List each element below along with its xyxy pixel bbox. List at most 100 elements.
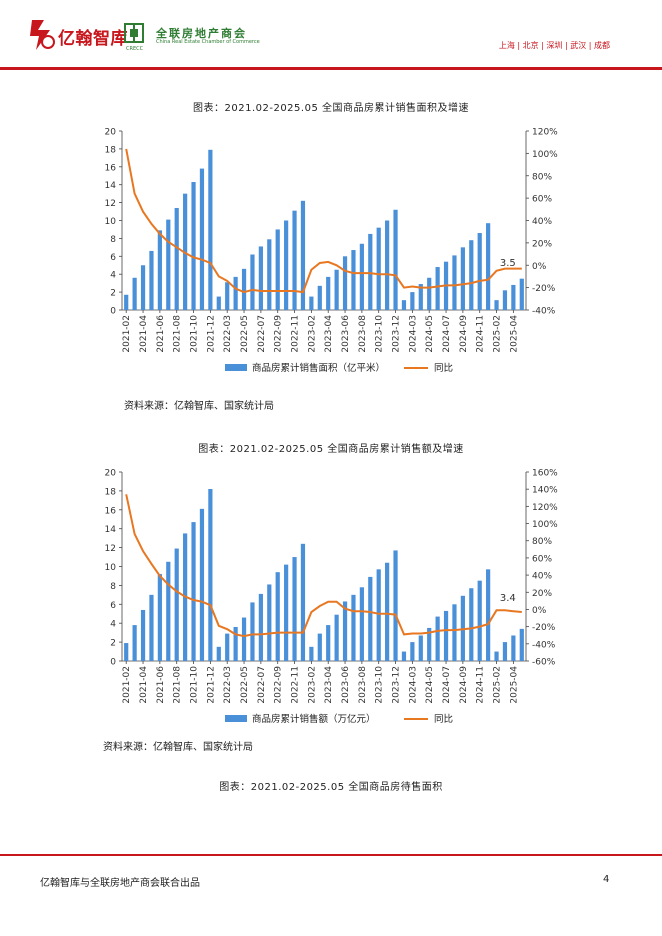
bar-2021-12 xyxy=(208,489,213,661)
x-tick-label: 2023-10 xyxy=(375,315,385,353)
bar-2022-03 xyxy=(225,633,230,661)
x-tick-label: 2023-08 xyxy=(358,666,368,704)
y-tick-label-right: -20% xyxy=(532,623,556,633)
bar-2025-04 xyxy=(511,635,516,661)
bar-2022-04 xyxy=(233,626,238,661)
x-tick-label: 2023-06 xyxy=(341,666,351,704)
bar-2024-05 xyxy=(427,627,432,661)
bar-2023-03 xyxy=(317,285,322,310)
bar-2024-06 xyxy=(435,267,440,310)
y-tick-label-left: 4 xyxy=(110,271,116,281)
y-tick-label-right: -40% xyxy=(532,640,556,650)
bar-2025-03 xyxy=(502,290,508,310)
x-tick-label: 2023-04 xyxy=(324,315,334,353)
bar-2021-08 xyxy=(174,548,179,661)
y-tick-label-left: 8 xyxy=(110,235,116,245)
bar-2023-11 xyxy=(385,562,390,661)
x-tick-label: 2022-09 xyxy=(274,315,284,353)
data-label-last: 3.5 xyxy=(500,258,516,269)
bar-2023-10 xyxy=(376,569,381,661)
y-tick-label-left: 18 xyxy=(105,487,117,497)
bar-2022-02 xyxy=(216,646,221,661)
x-tick-label: 2024-11 xyxy=(476,666,486,704)
bar-2021-07 xyxy=(166,219,171,310)
bar-2024-07 xyxy=(443,261,449,310)
y-tick-label-left: 16 xyxy=(105,506,117,516)
bar-2022-06 xyxy=(250,254,255,310)
legend-line-label: 同比 xyxy=(434,713,453,725)
y-tick-label-left: 2 xyxy=(110,289,116,299)
bar-2024-02 xyxy=(401,651,407,661)
yoy-line-series xyxy=(125,494,522,638)
x-tick-label: 2023-02 xyxy=(307,315,317,353)
partner-logo-icon xyxy=(124,23,144,43)
bar-2022-09 xyxy=(275,572,280,661)
footer-text: 亿翰智库与全联房地产商会联合出品 xyxy=(40,878,200,889)
y-tick-label-left: 8 xyxy=(110,582,116,592)
bar-2024-03 xyxy=(410,642,415,661)
bar-2024-12 xyxy=(486,569,491,661)
bar-2021-06 xyxy=(157,574,162,661)
x-tick-label: 2021-04 xyxy=(139,666,149,704)
x-tick-label: 2021-04 xyxy=(139,315,149,353)
bar-2022-07 xyxy=(258,593,263,661)
bar-2023-07 xyxy=(351,250,356,310)
bar-2024-10 xyxy=(469,588,474,661)
bar-2023-08 xyxy=(359,587,364,661)
city-list: 上海 | 北京 | 深圳 | 武汉 | 成都 xyxy=(498,41,610,50)
footer-rule xyxy=(0,854,662,856)
bar-2023-02 xyxy=(309,296,314,310)
x-tick-label: 2022-03 xyxy=(223,315,233,353)
x-tick-label: 2024-05 xyxy=(425,666,435,704)
x-tick-label: 2022-09 xyxy=(274,666,284,704)
y-tick-label-left: 0 xyxy=(110,658,116,668)
y-tick-label-left: 14 xyxy=(105,181,117,191)
bar-2024-04 xyxy=(418,635,423,661)
x-tick-label: 2021-10 xyxy=(190,315,200,353)
y-tick-label-left: 14 xyxy=(105,525,117,535)
y-tick-label-right: 100% xyxy=(532,520,558,530)
chart-title-sales: 图表：2021.02-2025.05 全国商品房累计销售额及增速 xyxy=(198,444,464,455)
y-tick-label-left: 12 xyxy=(105,199,116,209)
bar-2021-10 xyxy=(191,182,196,310)
y-tick-label-left: 16 xyxy=(105,163,117,173)
x-tick-label: 2021-06 xyxy=(156,315,166,353)
bar-2023-04 xyxy=(326,625,331,661)
bar-2025-05 xyxy=(519,278,524,310)
x-tick-label: 2023-12 xyxy=(392,666,402,704)
x-tick-label: 2023-02 xyxy=(307,666,317,704)
y-tick-label-right: 60% xyxy=(532,195,552,205)
bar-2022-08 xyxy=(267,239,272,310)
bar-2021-04 xyxy=(140,609,146,661)
y-tick-label-left: 20 xyxy=(105,469,117,479)
y-tick-label-right: 80% xyxy=(532,537,552,547)
x-tick-label: 2022-07 xyxy=(257,315,267,353)
bar-2023-05 xyxy=(334,614,339,661)
x-tick-label: 2021-12 xyxy=(206,666,216,704)
bar-2024-12 xyxy=(486,223,491,310)
partner-name-cn: 全联房地产商会 xyxy=(156,27,247,40)
y-tick-label-left: 12 xyxy=(105,544,116,554)
partner-abbr: CRECC xyxy=(126,46,144,52)
x-tick-label: 2024-07 xyxy=(442,666,452,704)
x-tick-label: 2022-11 xyxy=(291,315,301,353)
bar-2023-06 xyxy=(342,601,348,661)
x-tick-label: 2021-06 xyxy=(156,666,166,704)
bar-2022-02 xyxy=(216,296,221,310)
x-tick-label: 2025-02 xyxy=(493,666,503,704)
bar-2022-07 xyxy=(258,246,263,310)
bar-2024-03 xyxy=(410,292,415,310)
brand-name: 亿翰智库 xyxy=(58,29,128,49)
bar-2024-06 xyxy=(435,616,440,661)
bar-2025-02 xyxy=(494,651,499,661)
bar-2021-08 xyxy=(174,207,179,310)
x-tick-label: 2025-04 xyxy=(509,666,519,704)
yoy-line-series xyxy=(125,148,522,294)
bar-2022-04 xyxy=(233,276,238,310)
bar-2025-04 xyxy=(511,284,516,310)
bar-2021-10 xyxy=(191,522,196,661)
bar-2021-05 xyxy=(149,594,154,661)
partner-name-en: China Real Estate Chamber of Commerce xyxy=(156,39,260,45)
x-tick-label: 2024-03 xyxy=(408,666,418,704)
